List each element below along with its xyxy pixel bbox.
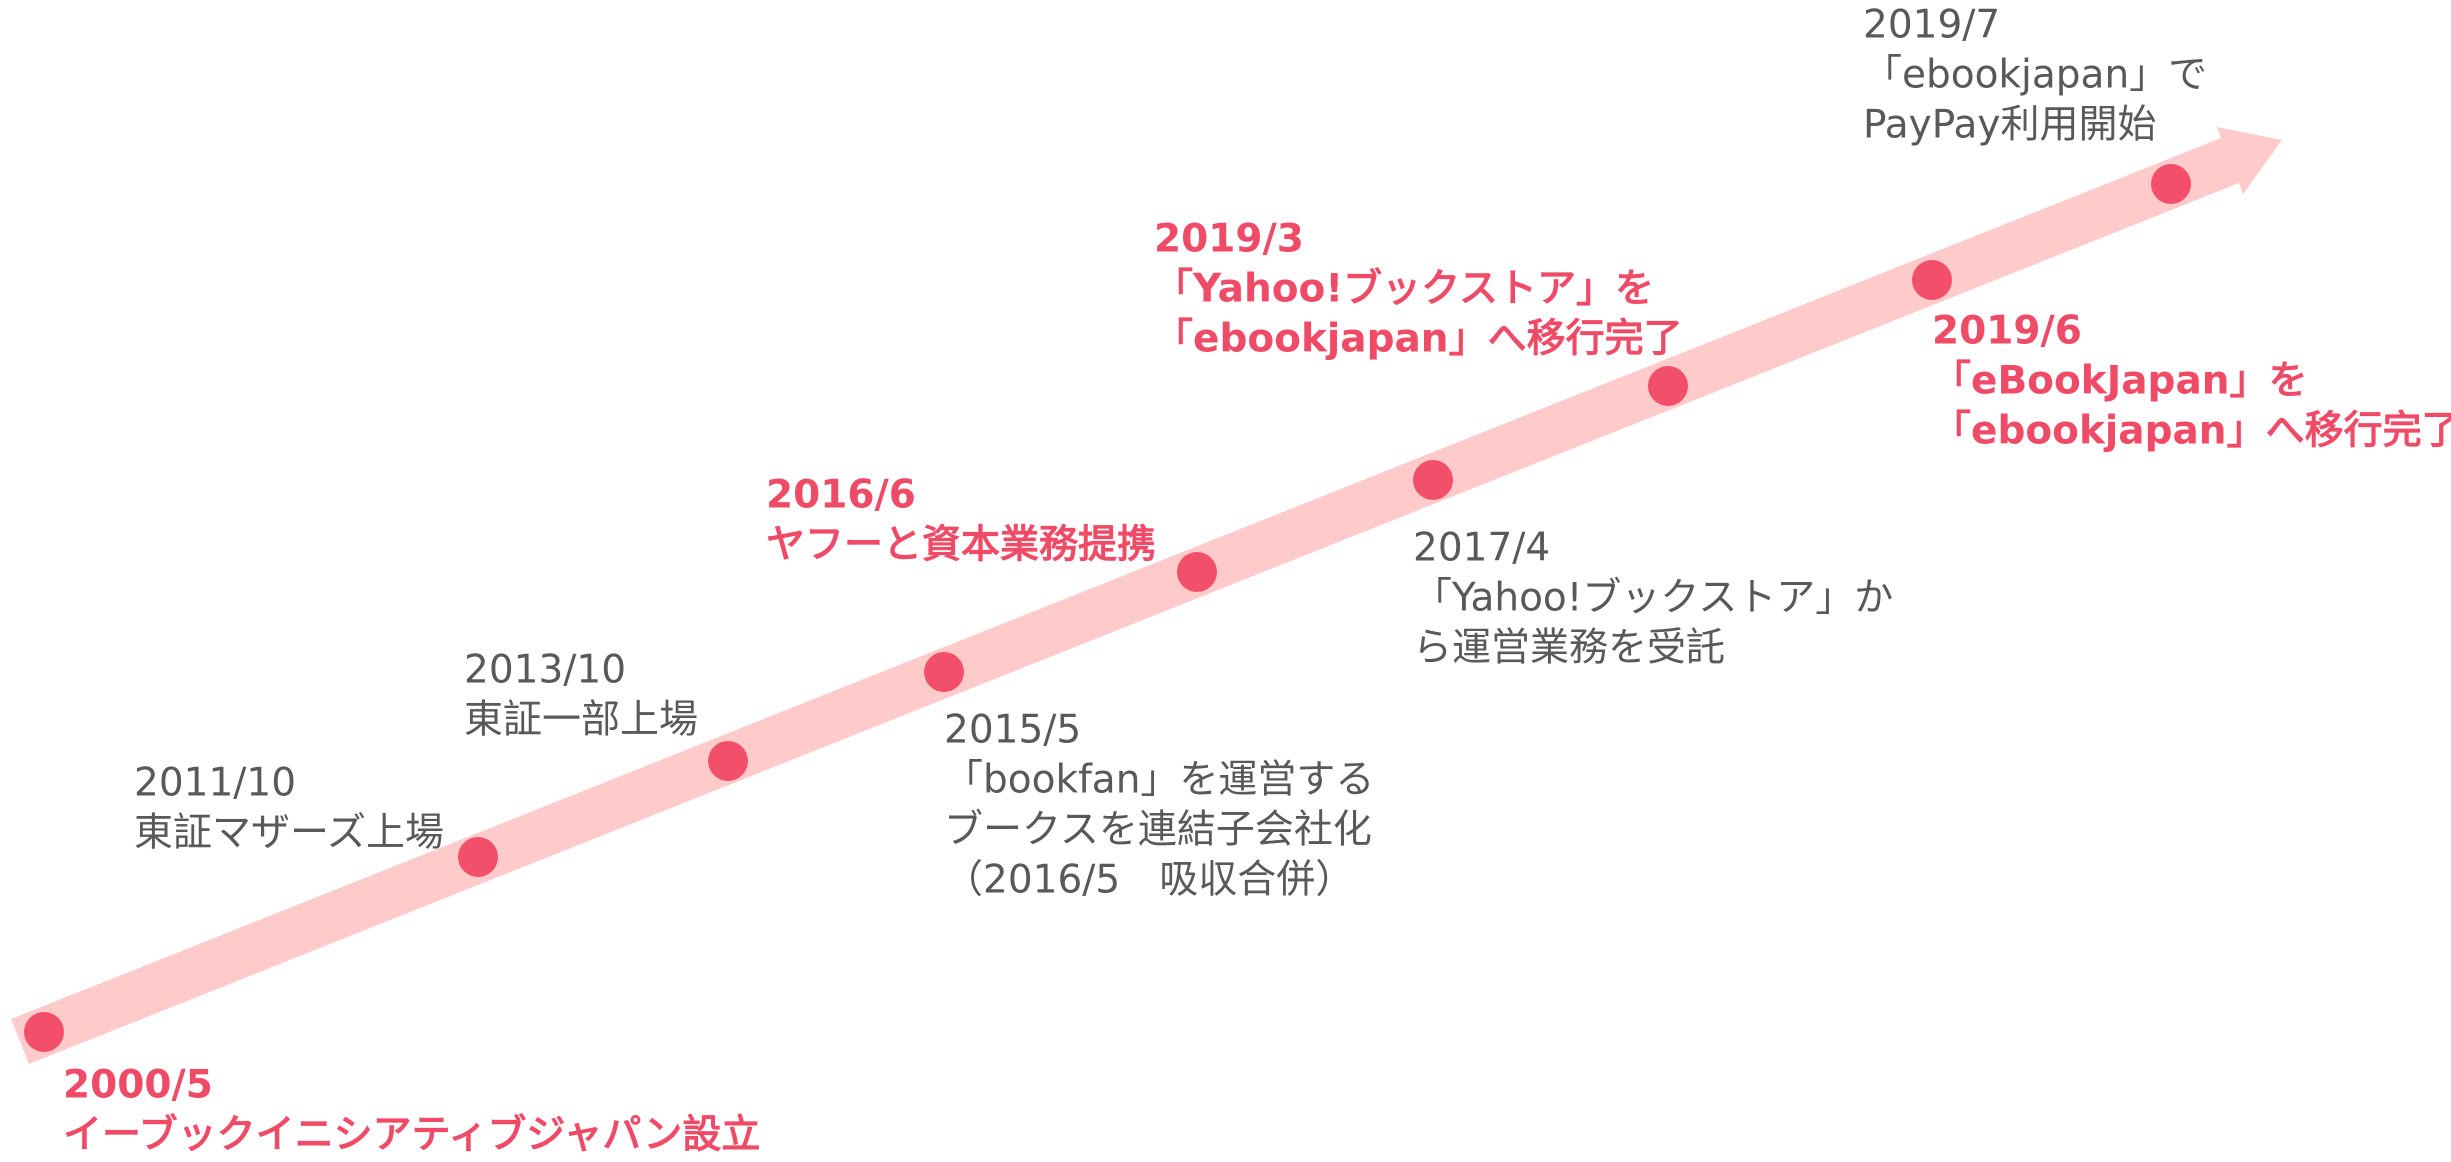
event-dot xyxy=(1413,460,1453,500)
event-text: 東証一部上場 xyxy=(464,698,698,743)
event-dot xyxy=(1648,366,1688,406)
event-text: 「ebookjapan」へ移行完了 xyxy=(1932,409,2451,454)
event-text: 東証マザーズ上場 xyxy=(134,811,444,856)
event-date: 2017/4 xyxy=(1413,526,1550,571)
event-text: 「ebookjapan」へ移行完了 xyxy=(1154,317,1683,362)
event-date: 2019/6 xyxy=(1932,309,2082,354)
event-dot xyxy=(708,741,748,781)
event-date: 2016/6 xyxy=(766,473,916,518)
event-text: 「Yahoo!ブックストア」を xyxy=(1154,267,1654,312)
event-date: 2015/5 xyxy=(944,708,1081,753)
event-date: 2013/10 xyxy=(464,648,626,693)
event-text: 「Yahoo!ブックストア」か xyxy=(1413,576,1893,621)
event-text: （2016/5 吸収合併） xyxy=(944,858,1354,903)
event-date: 2019/7 xyxy=(1863,3,2000,48)
event-dot xyxy=(1912,260,1952,300)
event-dot xyxy=(2151,164,2191,204)
event-text: イーブックイニシアティブジャパン設立 xyxy=(63,1113,760,1158)
event-dot xyxy=(24,1012,64,1052)
event-date: 2000/5 xyxy=(63,1063,213,1108)
event-text: 「ebookjapan」で xyxy=(1863,53,2207,98)
event-date: 2011/10 xyxy=(134,761,296,806)
event-date: 2019/3 xyxy=(1154,217,1304,262)
event-text: PayPay利用開始 xyxy=(1863,103,2157,148)
event-text: 「bookfan」を運営する xyxy=(944,758,1374,803)
event-text: ブークスを連結子会社化 xyxy=(944,808,1372,853)
event-text: ヤフーと資本業務提携 xyxy=(766,523,1156,568)
timeline-arrow xyxy=(11,127,2282,1064)
event-text: 「eBookJapan」を xyxy=(1932,359,2308,404)
event-dot xyxy=(458,837,498,877)
event-dot xyxy=(924,652,964,692)
event-text: ら運営業務を受託 xyxy=(1413,626,1725,671)
event-dot xyxy=(1177,552,1217,592)
